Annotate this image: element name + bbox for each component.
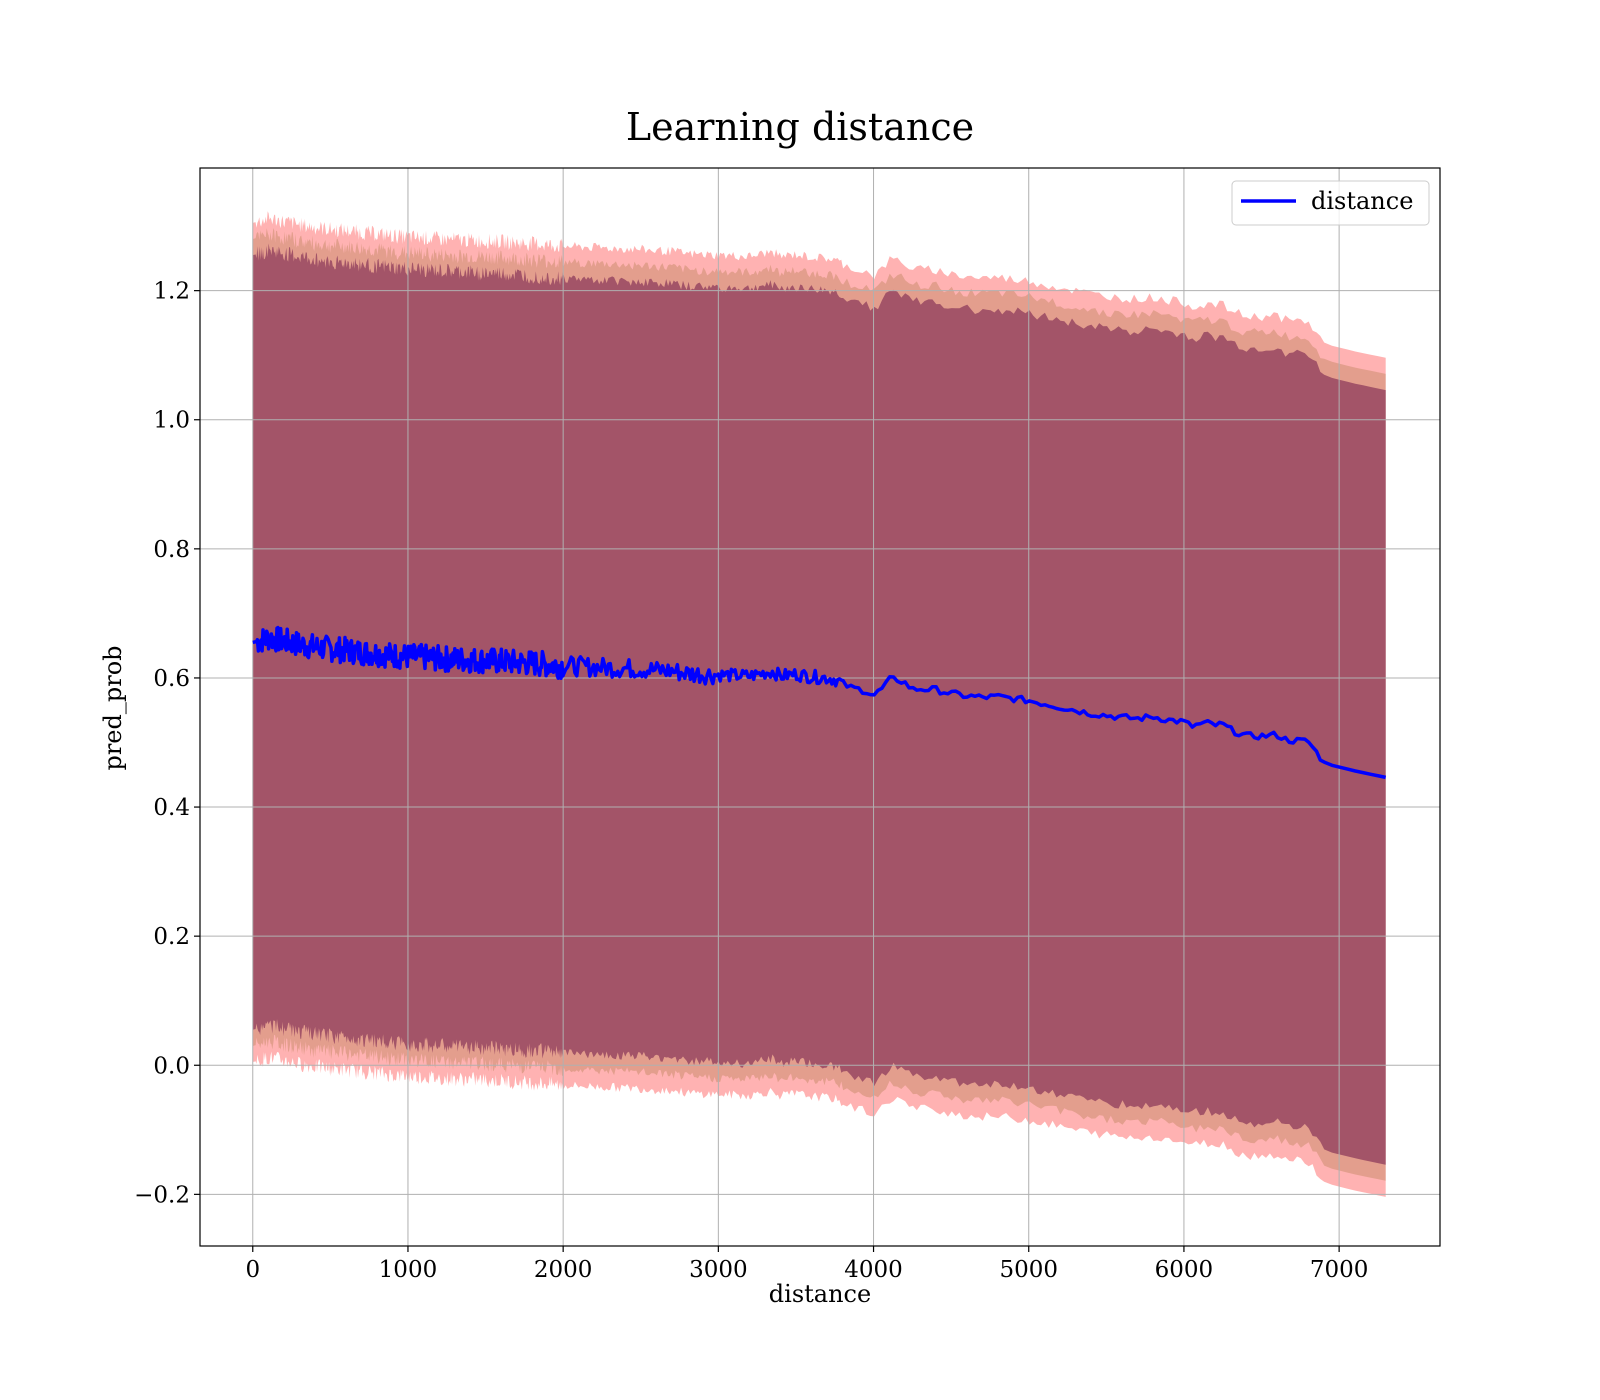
confidence-bands: [252, 211, 1386, 1197]
legend-label-distance: distance: [1311, 187, 1413, 215]
x-tick-label: 5000: [999, 1257, 1058, 1283]
x-axis-ticks: 0 1000 2000 3000 4000 5000 6000 7000: [245, 1246, 1368, 1283]
y-axis-label: pred_prob: [99, 645, 127, 770]
grid-lines: [200, 168, 1440, 1246]
y-tick-label: 0.0: [153, 1053, 190, 1079]
y-tick-label: 1.0: [153, 408, 190, 434]
y-tick-label: 1.2: [153, 279, 190, 305]
y-tick-label: 0.6: [153, 666, 190, 692]
y-tick-label: 0.8: [153, 537, 190, 563]
x-tick-label: 1000: [379, 1257, 438, 1283]
y-tick-label: 0.2: [153, 924, 190, 950]
chart-title: Learning distance: [626, 105, 974, 149]
confidence-band-3: [252, 243, 1386, 1165]
y-tick-label: 0.4: [153, 795, 190, 821]
x-tick-label: 3000: [689, 1257, 748, 1283]
y-tick-label: −0.2: [134, 1182, 190, 1208]
x-tick-label: 0: [245, 1257, 260, 1283]
series-line-distance: [251, 625, 1387, 780]
plot-frame: [199, 167, 1441, 1247]
x-tick-label: 2000: [534, 1257, 593, 1283]
x-tick-label: 4000: [844, 1257, 903, 1283]
y-axis-ticks: −0.2 0.0 0.2 0.4 0.6 0.8 1.0 1.2: [134, 279, 200, 1208]
series-lines: [251, 625, 1387, 780]
x-tick-label: 7000: [1310, 1257, 1369, 1283]
legend: distance: [1231, 180, 1430, 226]
x-tick-label: 6000: [1155, 1257, 1214, 1283]
legend-box: [1231, 180, 1430, 226]
plot-area: [199, 167, 1441, 1247]
x-axis-label: distance: [769, 1280, 871, 1308]
